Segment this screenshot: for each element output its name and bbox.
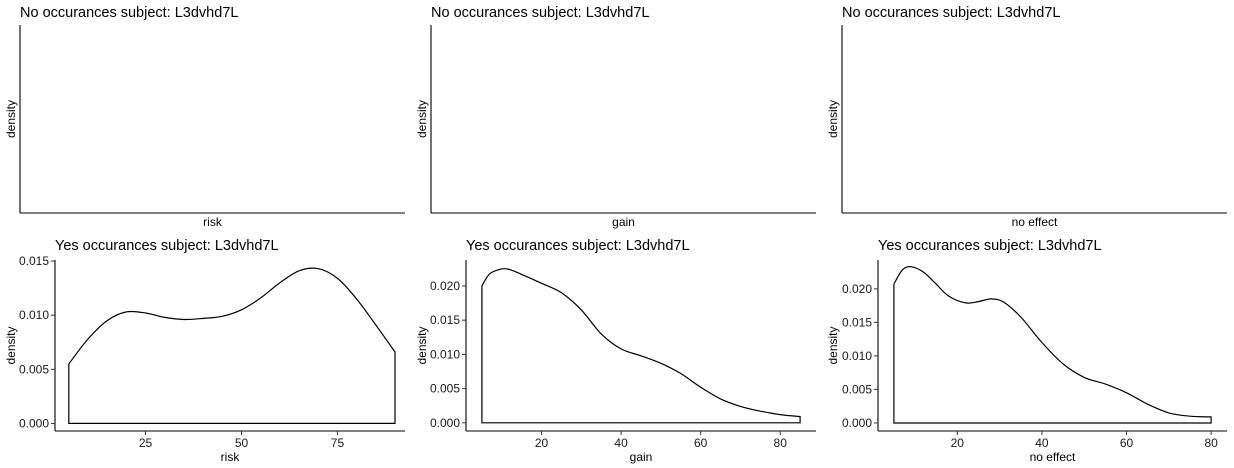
- x-tick-label: 50: [235, 436, 249, 450]
- y-axis-title: density: [4, 100, 18, 138]
- panel-title: Yes occurances subject: L3dvhd7L: [878, 238, 1102, 254]
- x-axis-title: risk: [203, 215, 223, 229]
- y-tick-label: 0.010: [842, 349, 872, 363]
- panel-title: Yes occurances subject: L3dvhd7L: [55, 238, 279, 254]
- x-tick-label: 80: [774, 436, 788, 450]
- y-tick-label: 0.020: [430, 279, 460, 293]
- y-tick-label: 0.005: [430, 382, 460, 396]
- x-tick-label: 60: [1120, 436, 1134, 450]
- panel-title: No occurances subject: L3dvhd7L: [842, 5, 1060, 21]
- x-axis-title: no effect: [1030, 450, 1076, 464]
- density-curve: [481, 267, 801, 424]
- x-tick-label: 40: [1035, 436, 1049, 450]
- y-axis-title: density: [415, 100, 429, 138]
- y-tick-label: 0.005: [19, 362, 49, 376]
- x-axis-title: risk: [221, 450, 241, 464]
- y-tick-label: 0.015: [430, 313, 460, 327]
- y-tick-label: 0.000: [19, 416, 49, 430]
- x-tick-label: 60: [694, 436, 708, 450]
- y-tick-label: 0.000: [430, 416, 460, 430]
- y-tick-label: 0.020: [842, 282, 872, 296]
- density-curve: [893, 266, 1212, 424]
- panel-2: No occurances subject: L3dvhd7L gain densi…: [415, 5, 816, 229]
- x-tick-label: 20: [535, 436, 549, 450]
- panel-title: Yes occurances subject: L3dvhd7L: [466, 238, 690, 254]
- density-curve: [68, 267, 396, 424]
- panel-4: Yes occurances subject: L3dvhd7L risk dens…: [4, 238, 405, 464]
- panel-1: No occurances subject: L3dvhd7L risk densi…: [4, 5, 405, 229]
- panel-title: No occurances subject: L3dvhd7L: [431, 5, 649, 21]
- y-tick-label: 0.015: [842, 315, 872, 329]
- y-axis-title: density: [826, 100, 840, 138]
- y-tick-label: 0.010: [19, 308, 49, 322]
- x-tick-label: 25: [139, 436, 153, 450]
- panel-5: Yes occurances subject: L3dvhd7L gain dens…: [415, 238, 816, 464]
- x-axis-title: no effect: [1012, 215, 1058, 229]
- x-axis-title: gain: [612, 215, 635, 229]
- y-axis-title: density: [4, 326, 18, 364]
- x-axis-title: gain: [630, 450, 653, 464]
- y-tick-label: 0.000: [842, 416, 872, 430]
- y-axis-title: density: [415, 326, 429, 364]
- x-tick-label: 80: [1204, 436, 1218, 450]
- panel-6: Yes occurances subject: L3dvhd7L no effec…: [826, 238, 1227, 464]
- y-tick-label: 0.015: [19, 254, 49, 268]
- x-tick-label: 40: [614, 436, 628, 450]
- y-axis-title: density: [826, 326, 840, 364]
- y-tick-label: 0.005: [842, 382, 872, 396]
- y-tick-label: 0.010: [430, 347, 460, 361]
- panel-3: No occurances subject: L3dvhd7L no effect…: [826, 5, 1227, 229]
- x-tick-label: 75: [331, 436, 345, 450]
- panel-title: No occurances subject: L3dvhd7L: [20, 5, 238, 21]
- x-tick-label: 20: [951, 436, 965, 450]
